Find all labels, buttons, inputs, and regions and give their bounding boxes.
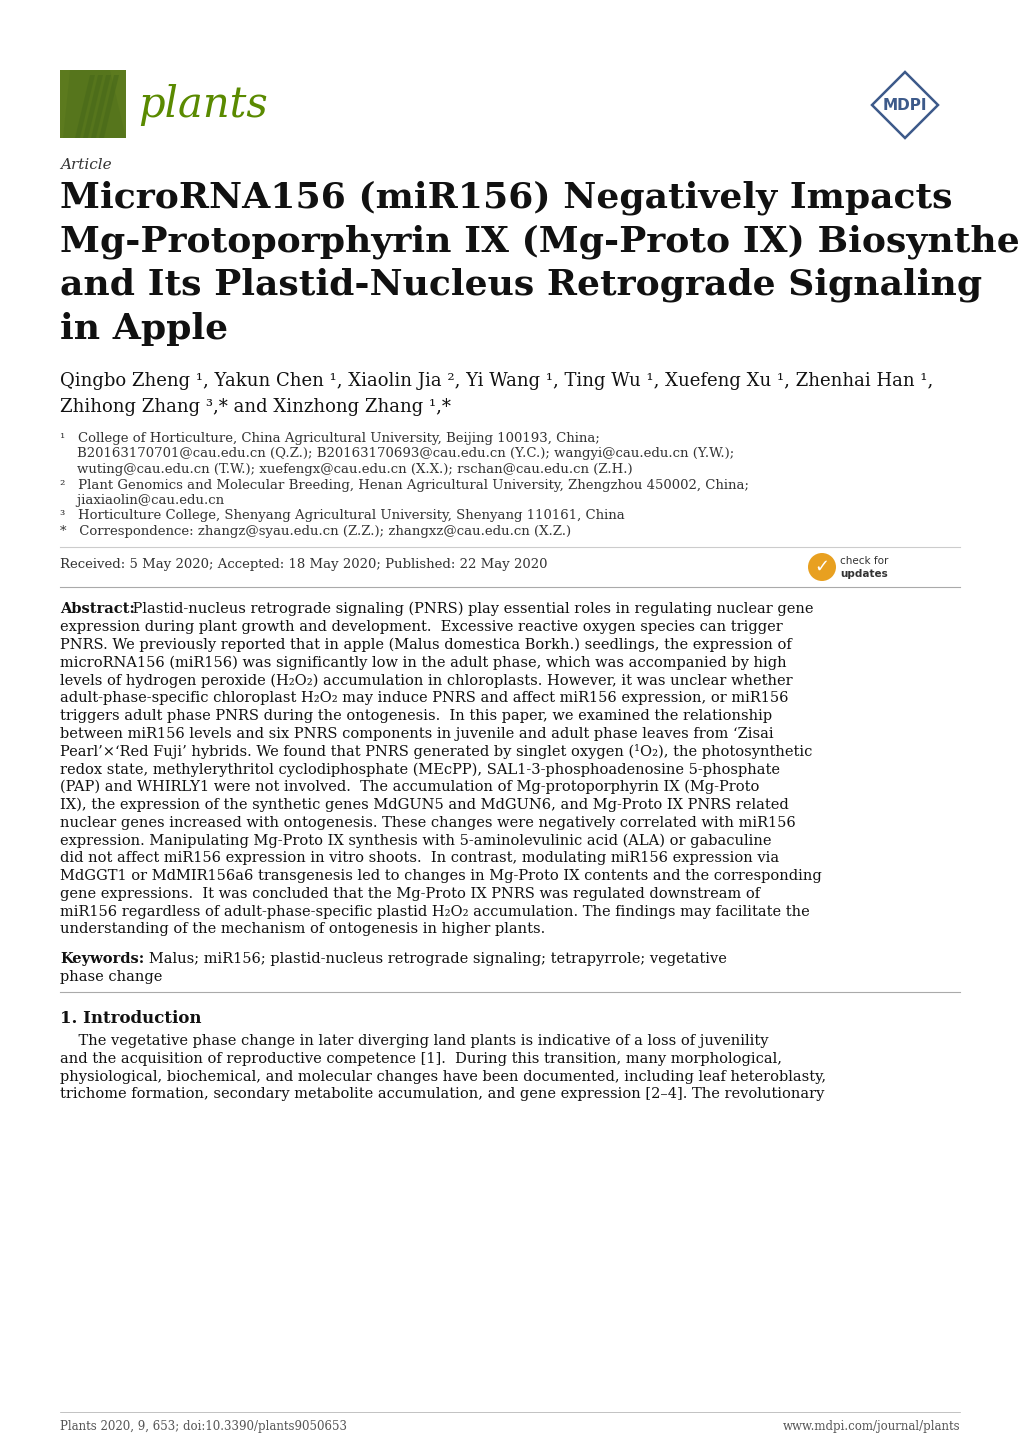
Text: and Its Plastid-Nucleus Retrograde Signaling: and Its Plastid-Nucleus Retrograde Signa… <box>60 268 981 303</box>
Text: jiaxiaolin@cau.edu.cn: jiaxiaolin@cau.edu.cn <box>60 495 224 508</box>
Text: in Apple: in Apple <box>60 311 228 346</box>
Text: Article: Article <box>60 159 111 172</box>
Text: plants: plants <box>138 84 268 125</box>
Circle shape <box>807 552 836 581</box>
Polygon shape <box>91 75 111 138</box>
Text: Received: 5 May 2020; Accepted: 18 May 2020; Published: 22 May 2020: Received: 5 May 2020; Accepted: 18 May 2… <box>60 558 547 571</box>
Text: ²   Plant Genomics and Molecular Breeding, Henan Agricultural University, Zhengz: ² Plant Genomics and Molecular Breeding,… <box>60 479 748 492</box>
Text: updates: updates <box>840 570 887 580</box>
Text: physiological, biochemical, and molecular changes have been documented, includin: physiological, biochemical, and molecula… <box>60 1070 825 1083</box>
Text: did not affect miR156 expression in vitro shoots.  In contrast, modulating miR15: did not affect miR156 expression in vitr… <box>60 851 779 865</box>
Text: understanding of the mechanism of ontogenesis in higher plants.: understanding of the mechanism of ontoge… <box>60 923 545 936</box>
Text: Keywords:: Keywords: <box>60 952 144 966</box>
Text: Abstract:: Abstract: <box>60 601 135 616</box>
Text: *   Correspondence: zhangz@syau.edu.cn (Z.Z.); zhangxz@cau.edu.cn (X.Z.): * Correspondence: zhangz@syau.edu.cn (Z.… <box>60 525 571 538</box>
Text: PNRS. We previously reported that in apple (Malus domestica Borkh.) seedlings, t: PNRS. We previously reported that in app… <box>60 637 791 652</box>
Text: levels of hydrogen peroxide (H₂O₂) accumulation in chloroplasts. However, it was: levels of hydrogen peroxide (H₂O₂) accum… <box>60 673 792 688</box>
Text: adult-phase-specific chloroplast H₂O₂ may induce PNRS and affect miR156 expressi: adult-phase-specific chloroplast H₂O₂ ma… <box>60 691 788 705</box>
Text: MicroRNA156 (miR156) Negatively Impacts: MicroRNA156 (miR156) Negatively Impacts <box>60 180 952 215</box>
Text: 1. Introduction: 1. Introduction <box>60 1009 202 1027</box>
Text: ³   Horticulture College, Shenyang Agricultural University, Shenyang 110161, Chi: ³ Horticulture College, Shenyang Agricul… <box>60 509 625 522</box>
Text: microRNA156 (miR156) was significantly low in the adult phase, which was accompa: microRNA156 (miR156) was significantly l… <box>60 656 786 669</box>
Polygon shape <box>99 75 119 138</box>
Text: The vegetative phase change in later diverging land plants is indicative of a lo: The vegetative phase change in later div… <box>60 1034 767 1048</box>
Text: Pearl’×‘Red Fuji’ hybrids. We found that PNRS generated by singlet oxygen (¹O₂),: Pearl’×‘Red Fuji’ hybrids. We found that… <box>60 744 811 760</box>
Text: (PAP) and WHIRLY1 were not involved.  The accumulation of Mg-protoporphyrin IX (: (PAP) and WHIRLY1 were not involved. The… <box>60 780 758 795</box>
Polygon shape <box>83 75 103 138</box>
Text: ¹   College of Horticulture, China Agricultural University, Beijing 100193, Chin: ¹ College of Horticulture, China Agricul… <box>60 433 599 446</box>
Text: check for: check for <box>840 557 888 567</box>
Text: Malus; miR156; plastid-nucleus retrograde signaling; tetrapyrrole; vegetative: Malus; miR156; plastid-nucleus retrograd… <box>135 952 727 966</box>
Text: phase change: phase change <box>60 970 162 983</box>
Polygon shape <box>75 75 95 138</box>
Text: Plants 2020, 9, 653; doi:10.3390/plants9050653: Plants 2020, 9, 653; doi:10.3390/plants9… <box>60 1420 346 1433</box>
Text: Qingbo Zheng ¹, Yakun Chen ¹, Xiaolin Jia ², Yi Wang ¹, Ting Wu ¹, Xuefeng Xu ¹,: Qingbo Zheng ¹, Yakun Chen ¹, Xiaolin Ji… <box>60 372 932 389</box>
Text: ✓: ✓ <box>813 558 828 575</box>
Text: expression during plant growth and development.  Excessive reactive oxygen speci: expression during plant growth and devel… <box>60 620 782 634</box>
Text: redox state, methylerythritol cyclodiphosphate (MEcPP), SAL1-3-phosphoadenosine : redox state, methylerythritol cyclodipho… <box>60 763 780 777</box>
Text: Plastid-nucleus retrograde signaling (PNRS) play essential roles in regulating n: Plastid-nucleus retrograde signaling (PN… <box>127 601 813 616</box>
Text: trichome formation, secondary metabolite accumulation, and gene expression [2–4]: trichome formation, secondary metabolite… <box>60 1087 823 1102</box>
Text: IX), the expression of the synthetic genes MdGUN5 and MdGUN6, and Mg-Proto IX PN: IX), the expression of the synthetic gen… <box>60 797 788 812</box>
Text: B20163170701@cau.edu.cn (Q.Z.); B20163170693@cau.edu.cn (Y.C.); wangyi@cau.edu.c: B20163170701@cau.edu.cn (Q.Z.); B2016317… <box>60 447 734 460</box>
Text: nuclear genes increased with ontogenesis. These changes were negatively correlat: nuclear genes increased with ontogenesis… <box>60 816 795 829</box>
Text: MDPI: MDPI <box>881 98 926 112</box>
Text: expression. Manipulating Mg-Proto IX synthesis with 5-aminolevulinic acid (ALA) : expression. Manipulating Mg-Proto IX syn… <box>60 833 770 848</box>
Text: triggers adult phase PNRS during the ontogenesis.  In this paper, we examined th: triggers adult phase PNRS during the ont… <box>60 709 771 722</box>
Text: between miR156 levels and six PNRS components in juvenile and adult phase leaves: between miR156 levels and six PNRS compo… <box>60 727 772 741</box>
Text: Mg-Protoporphyrin IX (Mg-Proto IX) Biosynthesis: Mg-Protoporphyrin IX (Mg-Proto IX) Biosy… <box>60 224 1019 258</box>
Text: Zhihong Zhang ³,* and Xinzhong Zhang ¹,*: Zhihong Zhang ³,* and Xinzhong Zhang ¹,* <box>60 398 450 415</box>
Text: and the acquisition of reproductive competence [1].  During this transition, man: and the acquisition of reproductive comp… <box>60 1051 782 1066</box>
Text: wuting@cau.edu.cn (T.W.); xuefengx@cau.edu.cn (X.X.); rschan@cau.edu.cn (Z.H.): wuting@cau.edu.cn (T.W.); xuefengx@cau.e… <box>60 463 632 476</box>
Polygon shape <box>63 71 126 138</box>
FancyBboxPatch shape <box>60 71 126 138</box>
Text: miR156 regardless of adult-phase-specific plastid H₂O₂ accumulation. The finding: miR156 regardless of adult-phase-specifi… <box>60 904 809 919</box>
Text: MdGGT1 or MdMIR156a6 transgenesis led to changes in Mg-Proto IX contents and the: MdGGT1 or MdMIR156a6 transgenesis led to… <box>60 870 821 883</box>
Text: gene expressions.  It was concluded that the Mg-Proto IX PNRS was regulated down: gene expressions. It was concluded that … <box>60 887 759 901</box>
Text: www.mdpi.com/journal/plants: www.mdpi.com/journal/plants <box>782 1420 959 1433</box>
